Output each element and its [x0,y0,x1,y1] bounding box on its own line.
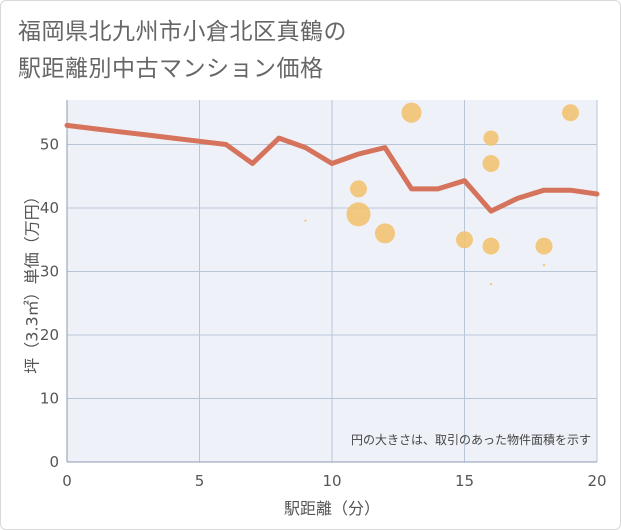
average-price-line [64,122,600,214]
y-tick-label: 50 [40,135,59,153]
y-tick-label: 20 [40,326,59,344]
y-axis-title: 坪（3.3㎡）単価（万円） [23,188,42,373]
y-tick-label: 0 [49,453,59,471]
bubble-size-note: 円の大きさは、取引のあった物件面積を示す [351,432,591,447]
x-axis-title: 駅距離（分） [284,499,380,518]
x-tick-label: 0 [62,472,72,490]
x-tick-label: 20 [587,472,606,490]
x-tick-label: 15 [455,472,474,490]
chart-title: 福岡県北九州市小倉北区真鶴の 駅距離別中古マンション価格 [18,19,347,82]
data-bubble [350,180,367,198]
data-bubble [482,237,500,255]
data-bubble [456,231,473,249]
data-bubble [401,102,422,123]
data-bubble [346,202,371,227]
data-bubble [482,155,500,173]
data-bubble [562,104,579,122]
data-bubble [535,237,553,255]
data-bubble [374,223,396,244]
data-bubble [489,282,493,286]
data-bubble [542,263,546,267]
data-bubble [483,130,499,146]
x-tick-label: 10 [322,472,341,490]
y-tick-label: 10 [40,389,59,407]
data-bubble [304,219,307,222]
y-tick-label: 30 [40,262,59,280]
x-tick-label: 5 [195,472,205,490]
y-tick-label: 40 [40,199,59,217]
